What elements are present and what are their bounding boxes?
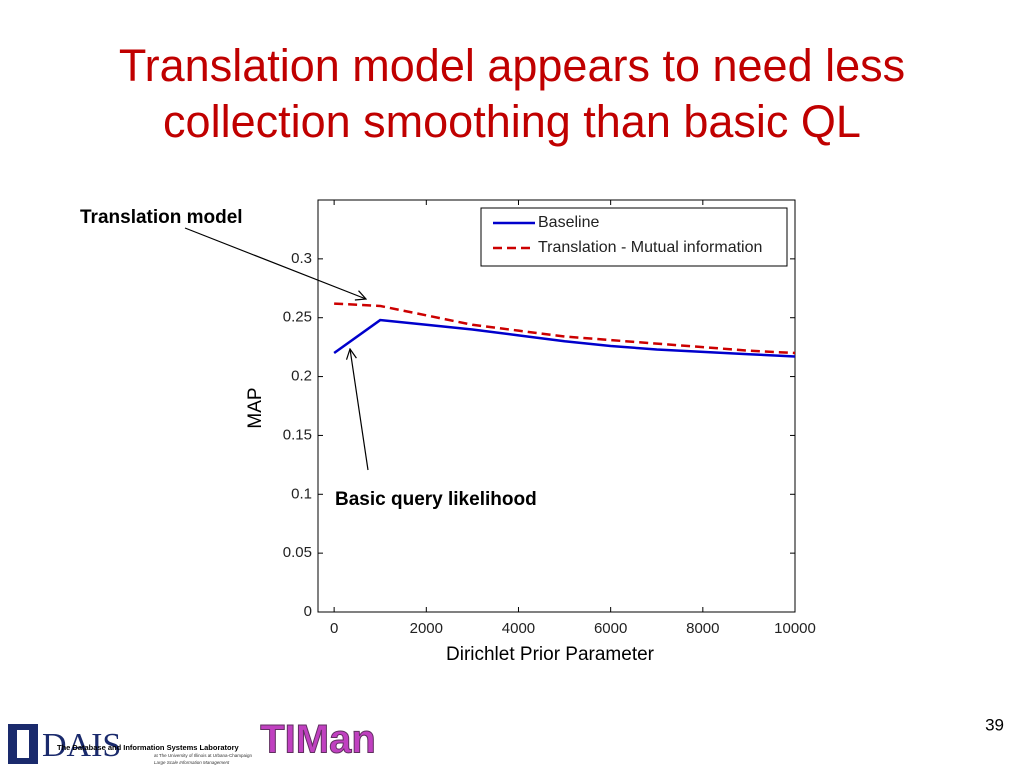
x-tick-label: 2000 (410, 620, 443, 637)
x-axis-label: Dirichlet Prior Parameter (446, 644, 655, 665)
legend-label: Translation - Mutual information (538, 239, 762, 256)
x-tick-label: 0 (330, 620, 338, 637)
x-tick-label: 10000 (774, 620, 816, 637)
annotation: Basic query likelihood (335, 489, 537, 510)
slide-title: Translation model appears to need less c… (118, 40, 906, 147)
logo-text: DAIS (42, 727, 121, 764)
arrow (350, 349, 369, 471)
lab-subtitle: at The University of Illinois at Urbana-… (154, 753, 252, 758)
lab-name: The Database and Information Systems Lab… (57, 743, 240, 752)
y-axis-label: MAP (245, 387, 266, 428)
y-tick-label: 0.3 (291, 250, 312, 267)
y-tick-label: 0.25 (283, 309, 312, 326)
y-tick-label: 0.1 (291, 485, 312, 502)
y-tick-label: 0.2 (291, 368, 312, 385)
y-tick-label: 0 (304, 603, 312, 620)
legend-box (480, 207, 788, 267)
lab-tagline: Large Scale Information Management (154, 760, 230, 765)
logo-i (17, 730, 29, 758)
logo-timan: TIMan (260, 718, 376, 762)
series-line (333, 318, 796, 358)
x-tick-label: 6000 (594, 620, 627, 637)
legend-label: Baseline (538, 214, 599, 231)
x-tick-label: 4000 (502, 620, 535, 637)
y-tick-label: 0.15 (283, 426, 312, 443)
arrow (184, 227, 366, 299)
page-number: 39 (985, 715, 1004, 734)
plot-frame (317, 199, 796, 613)
annotation: Translation model (80, 207, 243, 228)
y-tick-label: 0.05 (283, 544, 312, 561)
series-line (334, 302, 796, 355)
x-tick-label: 8000 (686, 620, 719, 637)
